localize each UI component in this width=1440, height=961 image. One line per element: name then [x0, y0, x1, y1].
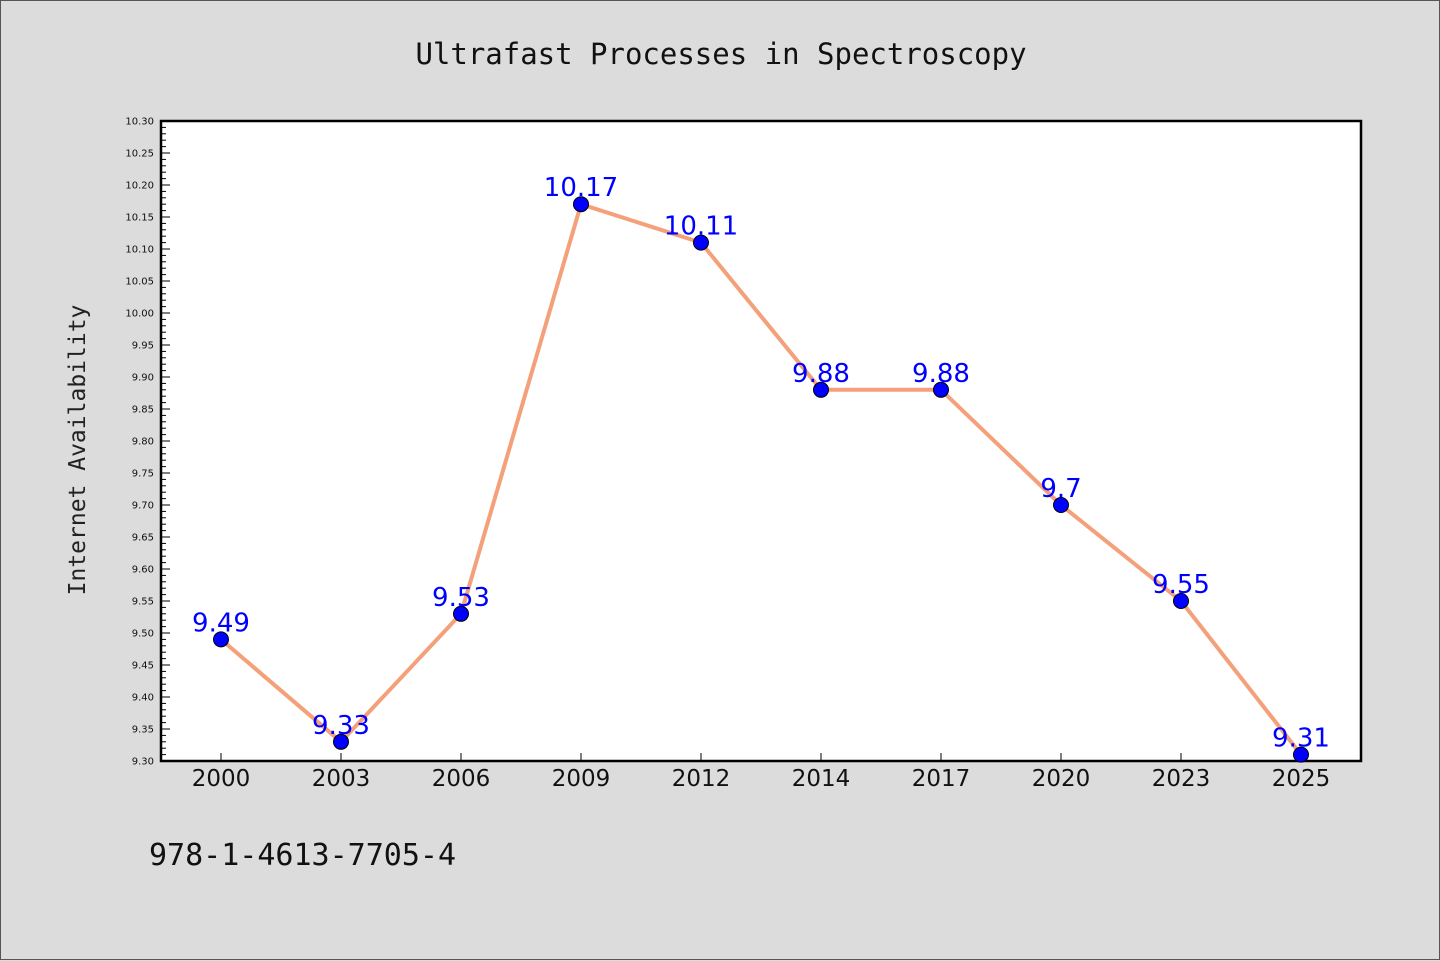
plot-area	[159, 119, 1363, 763]
chart-title: Ultrafast Processes in Spectroscopy	[415, 37, 1026, 71]
y-tick-label: 9.55	[132, 597, 154, 608]
y-tick-label: 10.25	[125, 149, 154, 160]
y-tick-label: 9.65	[132, 533, 154, 544]
data-label: 9.88	[792, 359, 850, 389]
y-axis: 9.30 9.35 9.40 9.45 9.50 9.55 9.60 9.65 9.70 9.75…	[125, 117, 170, 768]
x-tick-label: 2025	[1272, 766, 1331, 792]
x-tick-label: 2023	[1152, 766, 1211, 792]
y-tick-label: 9.30	[132, 757, 154, 768]
y-axis-label: Internet Availability	[65, 305, 91, 596]
data-point	[1053, 497, 1069, 513]
x-tick-label: 2017	[912, 766, 971, 792]
y-tick-label: 9.90	[132, 373, 154, 384]
data-point	[693, 234, 709, 251]
data-label: 9.33	[312, 711, 370, 741]
data-label: 9.49	[192, 608, 250, 638]
x-tick-label: 2000	[192, 766, 251, 792]
data-label: 9.7	[1040, 474, 1081, 504]
series-line	[219, 202, 1303, 756]
y-tick-label: 10.00	[125, 309, 154, 320]
data-label: 9.31	[1272, 724, 1330, 754]
y-tick-label: 9.70	[132, 501, 154, 512]
y-tick-label: 9.50	[132, 629, 154, 640]
data-point	[573, 196, 589, 213]
data-point	[933, 381, 949, 398]
isbn-annotation: 978-1-4613-7705-4	[149, 838, 456, 873]
data-point	[813, 381, 829, 398]
series-layer: 9.49 9.33 9.53 10.17 10.11 9.88 9.88 9.7 9.55 9.3…	[192, 173, 1330, 763]
data-point	[1173, 593, 1189, 609]
y-tick-label: 9.35	[132, 725, 154, 736]
y-tick-label: 10.05	[125, 277, 154, 288]
data-point	[453, 605, 469, 622]
data-label: 10.11	[664, 212, 738, 242]
data-label: 10.17	[544, 173, 618, 203]
y-tick-label: 10.10	[125, 245, 154, 256]
x-tick-label: 2020	[1032, 766, 1091, 792]
x-tick-label: 2009	[552, 766, 611, 792]
y-tick-label: 9.40	[132, 693, 154, 704]
y-tick-label: 9.45	[132, 661, 154, 672]
data-label: 9.88	[912, 359, 970, 389]
x-tick-label: 2003	[312, 766, 371, 792]
y-tick-label: 9.85	[132, 405, 154, 416]
data-point	[1293, 746, 1309, 763]
x-tick-label: 2014	[792, 766, 851, 792]
data-label: 9.53	[432, 583, 490, 613]
x-tick-label: 2006	[432, 766, 491, 792]
y-tick-label: 9.75	[132, 469, 154, 480]
y-tick-label: 10.15	[125, 213, 154, 224]
y-tick-label: 10.20	[125, 181, 154, 192]
y-tick-label: 9.95	[132, 341, 154, 352]
y-tick-label: 9.60	[132, 565, 154, 576]
y-tick-label: 10.30	[125, 117, 154, 128]
data-point	[333, 733, 349, 750]
data-label: 9.55	[1152, 570, 1210, 600]
x-axis: 2000 2003 2006 2009 2012 2014 2017 2020 2023 2025	[192, 753, 1331, 792]
data-point	[213, 631, 229, 648]
y-tick-label: 9.80	[132, 437, 154, 448]
x-tick-label: 2012	[672, 766, 731, 792]
